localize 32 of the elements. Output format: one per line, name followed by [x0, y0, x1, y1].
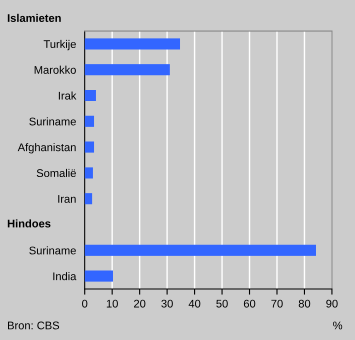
y-tick-label: Marokko	[34, 66, 76, 74]
y-tick-label: Suriname	[29, 246, 76, 254]
bar	[84, 167, 93, 178]
x-tick-label: 80	[298, 300, 310, 308]
x-tick-label: 10	[106, 300, 118, 308]
bar	[84, 64, 170, 76]
x-tick-label: 50	[216, 300, 228, 308]
y-tick-label: Somalië	[36, 168, 76, 178]
y-tick-label: India	[53, 272, 76, 280]
y-tick-label: Suriname	[29, 117, 76, 126]
text: Islamieten	[8, 14, 61, 22]
y-tick-label: Turkije	[44, 40, 76, 50]
x-axis-title: %	[333, 322, 342, 330]
bar	[84, 270, 113, 282]
x-tick-label: 0	[82, 300, 88, 308]
text: Bron: CBS	[8, 322, 60, 330]
text: Hindoes	[8, 219, 50, 228]
y-tick-label: Iran	[58, 195, 76, 203]
bar	[84, 38, 180, 50]
y-tick-label: Afghanistan	[18, 143, 76, 154]
x-tick-label: 30	[161, 300, 173, 308]
x-tick-label: 70	[271, 300, 283, 308]
x-tick-label: 90	[326, 300, 338, 308]
x-tick-label: 20	[134, 300, 146, 308]
y-tick-label: Irak	[58, 91, 76, 100]
bar	[84, 244, 316, 256]
bar	[84, 90, 96, 102]
x-tick-label: 40	[188, 300, 200, 308]
bar	[84, 142, 94, 153]
x-tick-label: 60	[244, 300, 256, 308]
bar	[84, 116, 94, 127]
bar	[84, 193, 92, 204]
